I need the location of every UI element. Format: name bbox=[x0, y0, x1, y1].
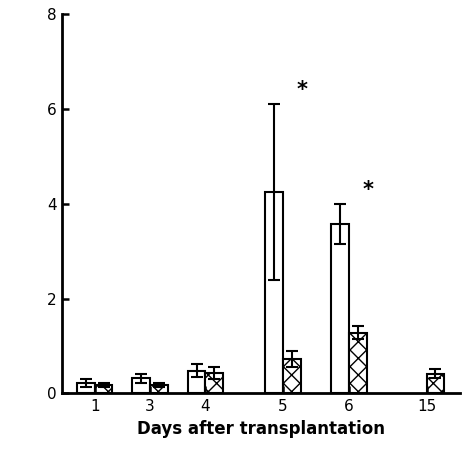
Bar bbox=[132, 378, 150, 393]
Bar bbox=[150, 385, 168, 393]
Bar bbox=[349, 333, 367, 393]
Bar bbox=[205, 373, 223, 393]
Bar bbox=[77, 383, 95, 393]
Bar bbox=[427, 374, 444, 393]
Text: *: * bbox=[363, 180, 374, 200]
Bar bbox=[95, 385, 112, 393]
Bar bbox=[331, 224, 349, 393]
Text: *: * bbox=[296, 81, 307, 100]
Bar bbox=[265, 192, 283, 393]
X-axis label: Days after transplantation: Days after transplantation bbox=[137, 419, 385, 438]
Bar bbox=[283, 359, 301, 393]
Bar bbox=[188, 371, 205, 393]
